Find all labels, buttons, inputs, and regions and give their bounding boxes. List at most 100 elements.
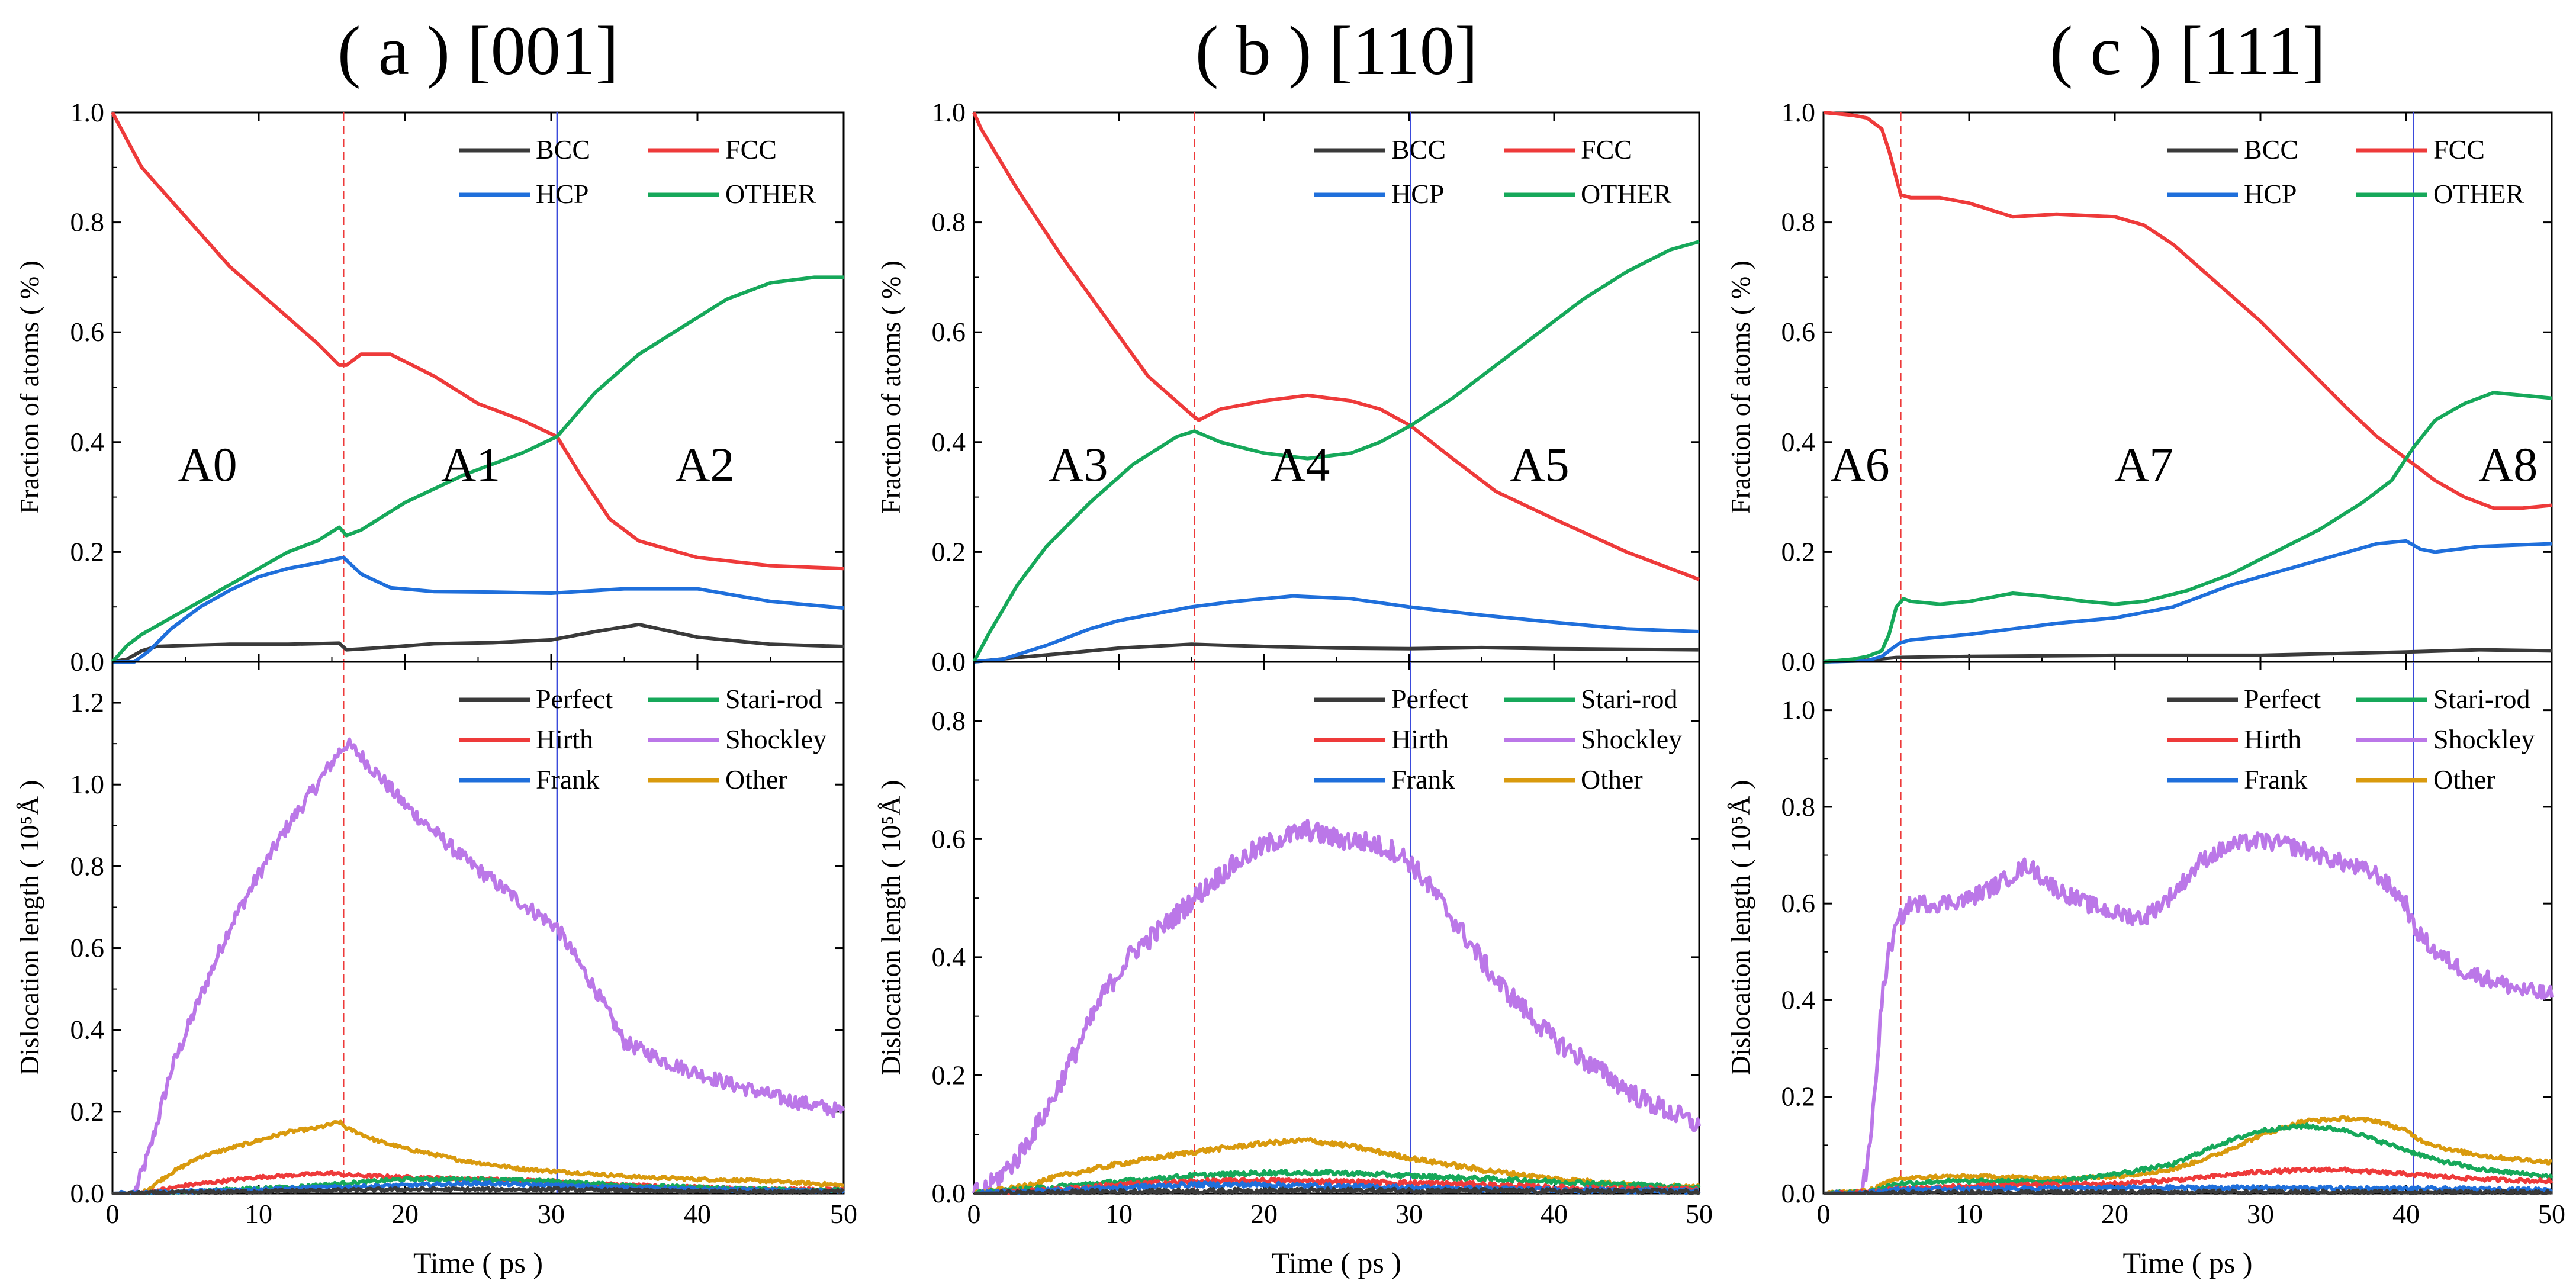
x-axis-label: Time ( ps ) — [413, 1246, 543, 1279]
x-tick-label: 50 — [1686, 1199, 1713, 1229]
bottom-y-tick-label: 0.8 — [1781, 791, 1816, 822]
series-line-other — [1823, 391, 2552, 664]
x-tick-label: 30 — [2247, 1199, 2274, 1229]
series-line-perfect — [112, 1186, 845, 1195]
bottom-y-tick-label: 0.4 — [1781, 984, 1816, 1015]
region-label-a5: A5 — [1510, 437, 1569, 491]
legend-label-bcc: BCC — [1391, 134, 1446, 165]
legend-label-hirth: Hirth — [1391, 724, 1449, 754]
top-plot-b: 0.0 0.2 0.4 0.6 0.8 1.0 Fraction of atoms ( % … — [876, 97, 1700, 677]
legend-label-other: OTHER — [725, 179, 816, 209]
panel-title: ( a ) [001] — [337, 12, 619, 89]
series-line-hirth — [1823, 1166, 2554, 1195]
bottom-y-tick-label: 1.0 — [70, 769, 105, 799]
bottom-plot-a: 0.0 0.2 0.4 0.6 0.8 1.0 1.2 0 10 20 30 40 50 Dislocat… — [14, 661, 857, 1229]
series-line-bcc — [112, 622, 844, 664]
region-label-a0: A0 — [178, 437, 237, 491]
region-label-a6: A6 — [1830, 437, 1889, 491]
region-label-a8: A8 — [2478, 437, 2538, 491]
bottom-y-tick-label: 0.8 — [932, 706, 966, 736]
top-y-axis-label: Fraction of atoms ( % ) — [1725, 260, 1755, 514]
legend-label-bcc: BCC — [536, 134, 590, 165]
top-y-tick-label: 0.0 — [1781, 646, 1816, 677]
series-line-hcp — [112, 555, 844, 664]
top-plot-a: 0.0 0.2 0.4 0.6 0.8 1.0 Fraction of atoms ( % … — [14, 97, 845, 677]
bottom-y-axis-label: Dislocation length ( 10⁵Å ) — [1725, 780, 1755, 1076]
legend-label-frank: Frank — [2244, 764, 2307, 794]
panel-a: ( a ) [001] 0.0 0.2 0.4 0.6 0.8 1.0 Fraction of… — [14, 12, 857, 1279]
panel-title: ( b ) [110] — [1195, 12, 1478, 89]
bottom-plot-b: 0.0 0.2 0.4 0.6 0.8 0 10 20 30 40 50 Dislocation le… — [876, 661, 1713, 1229]
bottom-y-axis-label: Dislocation length ( 10⁵Å ) — [876, 780, 906, 1076]
legend-label-fcc: FCC — [2433, 134, 2485, 165]
top-y-tick-label: 0.6 — [70, 317, 105, 347]
legend-label-bcc: BCC — [2244, 134, 2298, 165]
legend-label-perfect: Perfect — [2244, 684, 2321, 714]
legend-label-stari-rod: Stari-rod — [2433, 684, 2530, 714]
top-y-tick-label: 0.6 — [932, 317, 966, 347]
top-y-tick-label: 0.8 — [1781, 207, 1816, 237]
bottom-plot-c: 0.0 0.2 0.4 0.6 0.8 1.0 0 10 20 30 40 50 Dislocation… — [1725, 661, 2565, 1229]
x-tick-label: 50 — [830, 1199, 857, 1229]
series-line-fcc — [1823, 111, 2552, 510]
bottom-y-tick-label: 0.0 — [70, 1178, 105, 1208]
series-line-other — [1823, 1115, 2553, 1195]
bottom-y-tick-label: 0.8 — [70, 851, 105, 881]
legend-label-other: OTHER — [1581, 179, 1672, 209]
x-tick-label: 30 — [1395, 1199, 1423, 1229]
x-tick-label: 20 — [2101, 1199, 2128, 1229]
x-tick-label: 40 — [684, 1199, 711, 1229]
x-tick-label: 0 — [967, 1199, 981, 1229]
legend-label-other: Other — [725, 764, 787, 794]
region-label-a4: A4 — [1271, 437, 1330, 491]
bottom-y-tick-label: 1.0 — [1781, 695, 1816, 725]
top-y-tick-label: 0.4 — [70, 427, 105, 457]
series-line-other — [112, 1119, 844, 1195]
top-y-tick-label: 0.0 — [932, 646, 966, 677]
x-tick-label: 0 — [1817, 1199, 1831, 1229]
top-y-tick-label: 0.4 — [1781, 427, 1816, 457]
legend-label-frank: Frank — [536, 764, 599, 794]
series-line-shockley — [1823, 831, 2554, 1195]
panel-title: ( c ) [111] — [2050, 12, 2326, 89]
bottom-y-tick-label: 1.2 — [70, 687, 105, 717]
legend-label-shockley: Shockley — [1581, 724, 1682, 754]
bottom-y-tick-label: 0.4 — [70, 1015, 105, 1045]
top-y-tick-label: 0.2 — [932, 536, 966, 567]
top-y-tick-label: 0.2 — [70, 536, 105, 567]
legend-label-frank: Frank — [1391, 764, 1455, 794]
legend-label-shockley: Shockley — [2433, 724, 2535, 754]
top-y-axis-label: Fraction of atoms ( % ) — [876, 260, 906, 514]
x-tick-label: 10 — [1956, 1199, 1983, 1229]
legend-label-stari-rod: Stari-rod — [725, 684, 822, 714]
region-label-a1: A1 — [441, 437, 500, 491]
legend-label-fcc: FCC — [725, 134, 777, 165]
top-y-tick-label: 1.0 — [70, 97, 105, 127]
top-y-tick-label: 0.6 — [1781, 317, 1816, 347]
bottom-y-tick-label: 0.0 — [1781, 1178, 1816, 1208]
x-axis-label: Time ( ps ) — [1272, 1246, 1401, 1279]
series-line-bcc — [973, 642, 1700, 664]
x-tick-label: 10 — [245, 1199, 272, 1229]
legend-label-hirth: Hirth — [536, 724, 593, 754]
legend-label-hirth: Hirth — [2244, 724, 2301, 754]
top-y-tick-label: 1.0 — [932, 97, 966, 127]
legend-label-shockley: Shockley — [725, 724, 826, 754]
series-line-frank — [1823, 1184, 2554, 1195]
x-tick-label: 30 — [538, 1199, 565, 1229]
series-line-shockley — [112, 737, 845, 1195]
bottom-y-tick-label: 0.6 — [932, 823, 966, 854]
bottom-y-axis-label: Dislocation length ( 10⁵Å ) — [14, 780, 44, 1076]
top-y-tick-label: 0.0 — [70, 646, 105, 677]
legend-label-other: OTHER — [2433, 179, 2524, 209]
bottom-y-tick-label: 0.2 — [70, 1096, 105, 1127]
x-tick-label: 10 — [1105, 1199, 1133, 1229]
bottom-y-tick-label: 0.0 — [932, 1178, 966, 1208]
series-line-fcc — [111, 111, 844, 571]
legend-label-perfect: Perfect — [1391, 684, 1468, 714]
panel-b: ( b ) [110] 0.0 0.2 0.4 0.6 0.8 1.0 Fraction of… — [876, 12, 1713, 1279]
top-y-tick-label: 0.8 — [70, 207, 105, 237]
series-line-hcp — [1823, 539, 2552, 664]
bottom-y-tick-label: 0.6 — [70, 933, 105, 963]
